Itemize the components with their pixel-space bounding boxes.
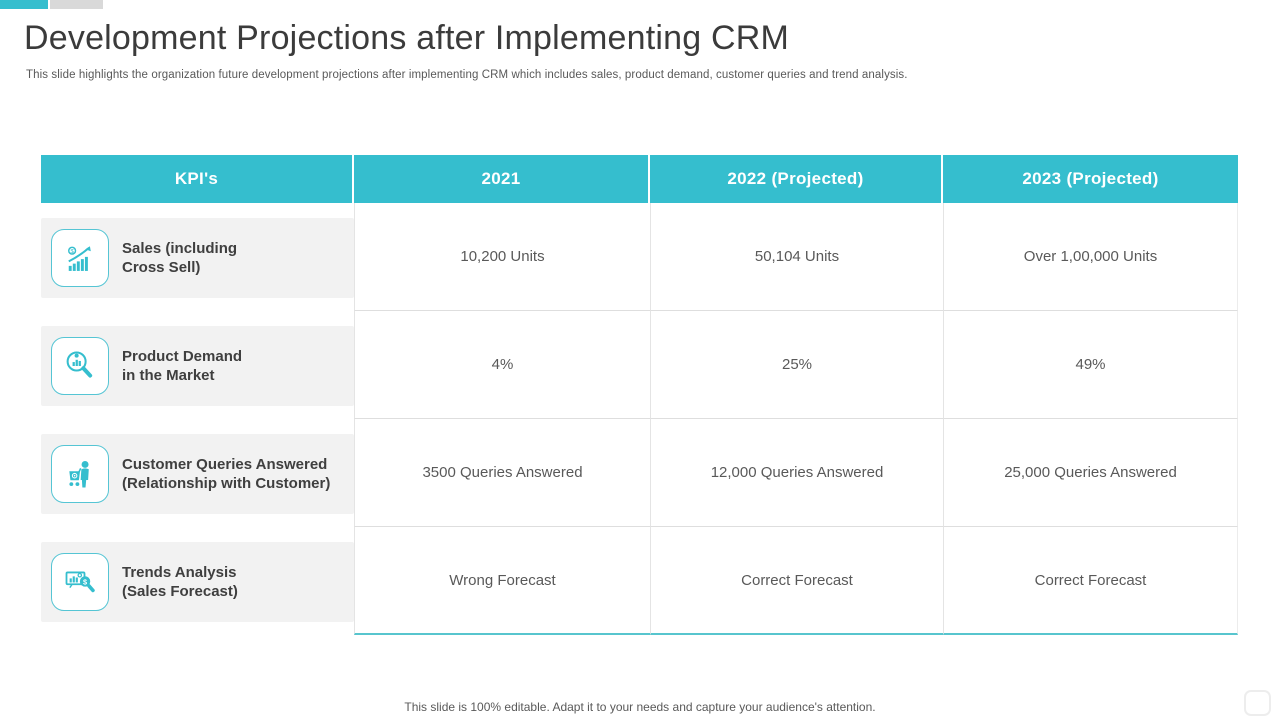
kpi-label: Trends Analysis (Sales Forecast) [122,563,238,600]
table-row-kpi-customer-queries: Customer Queries Answered (Relationship … [41,419,354,527]
kpi-label: Product Demand in the Market [122,347,243,384]
kpi-card-customer-queries: Customer Queries Answered (Relationship … [41,434,354,514]
svg-text:$: $ [83,577,87,586]
table-cell: 4% [354,311,650,419]
kpi-card-sales: $ Sales (including Cross Sell) [41,218,354,298]
page-subtitle: This slide highlights the organization f… [26,69,908,81]
table-cell: Correct Forecast [943,527,1238,635]
table-cell: Over 1,00,000 Units [943,203,1238,311]
kpi-label: Customer Queries Answered (Relationship … [122,455,331,492]
table-cell: 25% [650,311,943,419]
sales-growth-icon: $ [51,229,109,287]
column-header-2022: 2022 (Projected) [650,155,943,203]
table-row-kpi-trends-analysis: $ Trends Analysis (Sales Forecast) [41,527,354,635]
market-demand-search-icon [51,337,109,395]
kpi-card-trends-analysis: $ Trends Analysis (Sales Forecast) [41,542,354,622]
page-title: Development Projections after Implementi… [24,19,790,57]
kpi-table: KPI's 2021 2022 (Projected) 2023 (Projec… [41,155,1238,635]
customer-cart-icon [51,445,109,503]
table-cell: 10,200 Units [354,203,650,311]
corner-placeholder-box [1244,690,1271,716]
table-cell: 3500 Queries Answered [354,419,650,527]
editable-note: This slide is 100% editable. Adapt it to… [404,700,876,714]
table-row-kpi-product-demand: Product Demand in the Market [41,311,354,419]
table-cell: Wrong Forecast [354,527,650,635]
table-cell: 50,104 Units [650,203,943,311]
column-header-2023: 2023 (Projected) [943,155,1238,203]
table-cell: 12,000 Queries Answered [650,419,943,527]
table-cell: 49% [943,311,1238,419]
table-cell: 25,000 Queries Answered [943,419,1238,527]
table-cell: Correct Forecast [650,527,943,635]
trends-forecast-icon: $ [51,553,109,611]
svg-text:$: $ [70,249,74,255]
column-header-2021: 2021 [354,155,650,203]
kpi-card-product-demand: Product Demand in the Market [41,326,354,406]
column-header-kpis: KPI's [41,155,354,203]
table-row-kpi-sales: $ Sales (including Cross Sell) [41,203,354,311]
accent-bar-gray [50,0,103,9]
accent-bar-teal [0,0,48,9]
kpi-label: Sales (including Cross Sell) [122,239,238,276]
